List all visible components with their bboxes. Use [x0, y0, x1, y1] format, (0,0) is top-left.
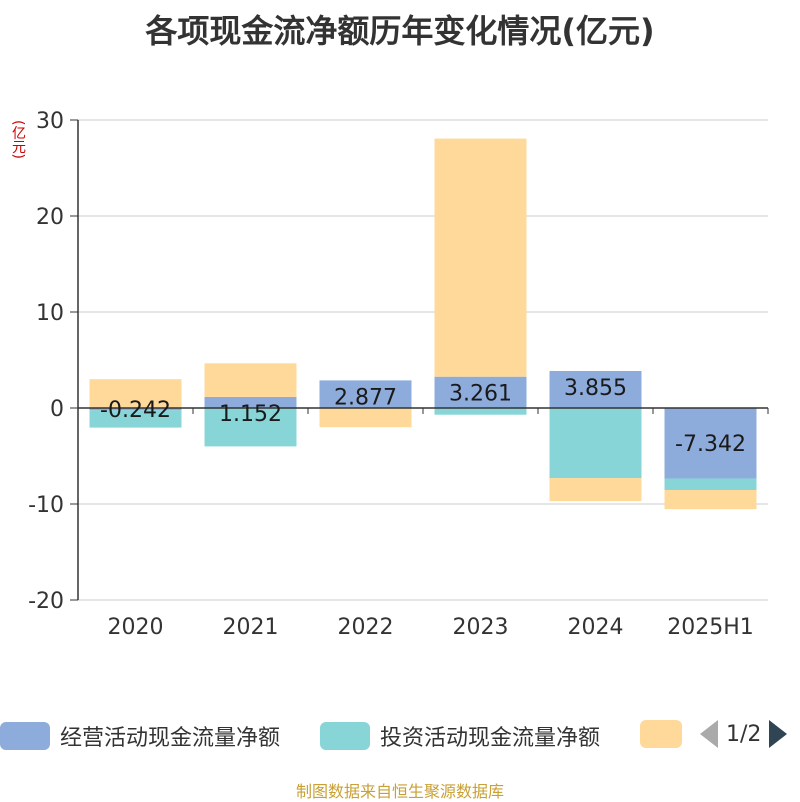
labels: 30 20 10 0 -10 -20 -0.242 2020 1.152 2021 2.877 202…	[28, 109, 754, 640]
x-tick-label: 2024	[568, 615, 624, 640]
y-tick-label: 10	[36, 301, 64, 326]
bar-financing-2021	[204, 363, 297, 397]
legend-swatch-financing	[640, 720, 682, 748]
x-tick-label: 2023	[453, 615, 509, 640]
bar-financing-2024	[549, 478, 642, 502]
y-axis-unit-label: (亿元)	[10, 120, 26, 159]
pager-prev-icon[interactable]	[700, 720, 718, 748]
legend-swatch-investing	[320, 722, 370, 750]
legend-item-investing[interactable]: 投资活动现金流量净额	[320, 720, 600, 752]
chart-title: 各项现金流净额历年变化情况(亿元)	[145, 12, 655, 50]
y-tick-label: 0	[50, 397, 64, 422]
bar-investing-2025H1	[664, 478, 757, 491]
bar-investing-2020	[89, 410, 182, 428]
bar-operating-2020	[89, 408, 182, 411]
legend-item-financing[interactable]	[640, 720, 682, 748]
grid-lines	[78, 119, 768, 601]
bar-financing-2023	[434, 138, 527, 377]
data-label-operating-2020: -0.242	[100, 398, 171, 423]
bars	[89, 138, 757, 510]
chart-plot: 30 20 10 0 -10 -20 -0.242 2020 1.152 2021 2.877 202…	[28, 109, 769, 640]
bar-financing-2025H1	[664, 490, 757, 510]
legend-swatch-operating	[0, 722, 50, 750]
y-tick-label: -20	[28, 589, 64, 614]
legend-label-investing: 投资活动现金流量净额	[380, 726, 601, 751]
legend-pager: 1/2	[700, 720, 788, 748]
x-tick-label: 2021	[223, 615, 279, 640]
axes	[70, 119, 769, 601]
legend-item-operating[interactable]: 经营活动现金流量净额	[0, 720, 280, 752]
bar-operating-2025H1	[664, 408, 757, 479]
bar-investing-2023	[434, 408, 527, 415]
source-note: 制图数据来自恒生聚源数据库	[295, 782, 504, 801]
bar-financing-2022	[319, 408, 412, 428]
bar-operating-2021	[204, 396, 297, 408]
data-label-operating-2021: 1.152	[219, 402, 282, 427]
data-label-operating-2023: 3.261	[449, 382, 512, 407]
bar-investing-2021	[204, 408, 297, 447]
bar-financing-2020	[89, 379, 182, 408]
bar-operating-2022	[319, 380, 412, 408]
pager-text: 1/2	[726, 721, 762, 747]
bar-investing-2024	[549, 408, 642, 479]
data-label-operating-2024: 3.855	[564, 376, 627, 401]
y-tick-label: -10	[28, 493, 64, 518]
pager-next-icon[interactable]	[769, 720, 788, 748]
legend: 经营活动现金流量净额 投资活动现金流量净额 1/2	[0, 716, 800, 756]
data-label-operating-2022: 2.877	[334, 385, 397, 410]
x-tick-label: 2025H1	[667, 615, 754, 640]
x-tick-label: 2020	[108, 615, 164, 640]
y-tick-label: 20	[36, 205, 64, 230]
bar-operating-2024	[549, 370, 642, 408]
legend-label-operating: 经营活动现金流量净额	[60, 726, 281, 751]
x-tick-label: 2022	[338, 615, 394, 640]
y-tick-label: 30	[36, 109, 64, 134]
bar-operating-2023	[434, 376, 527, 408]
data-label-operating-2025H1: -7.342	[675, 432, 746, 457]
